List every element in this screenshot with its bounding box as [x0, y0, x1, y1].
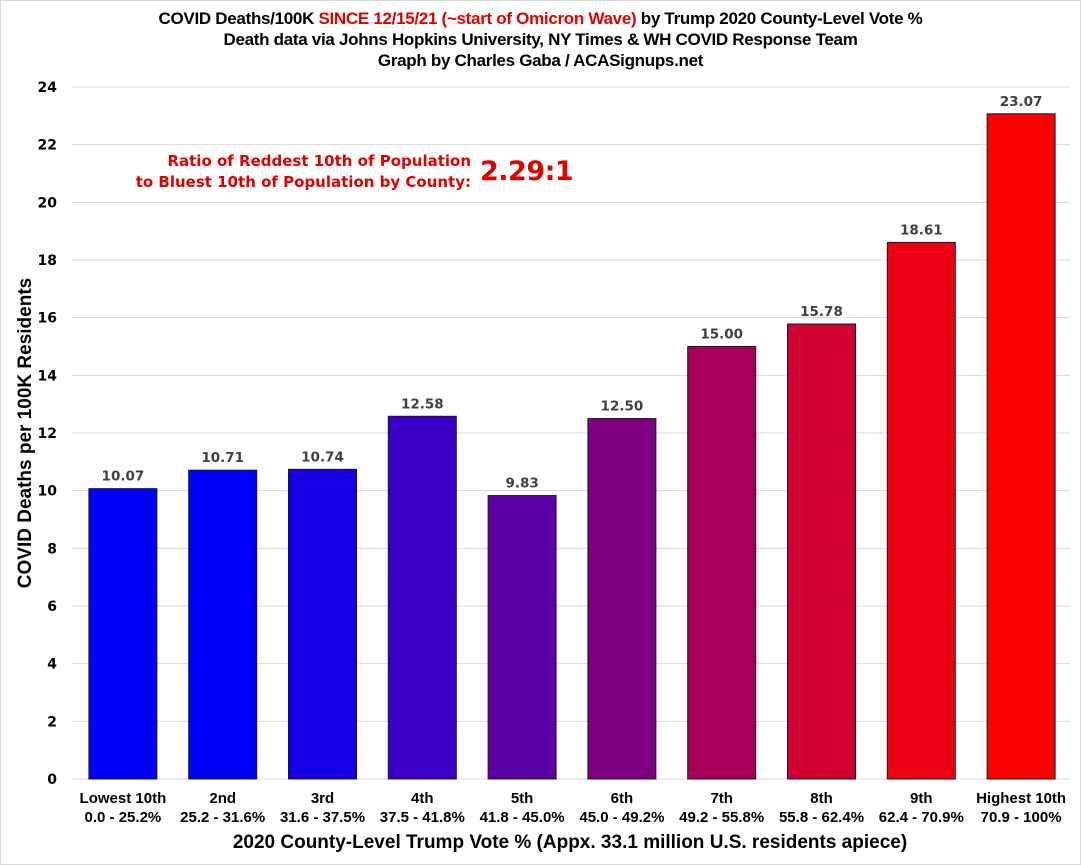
bar — [387, 415, 457, 780]
y-tick-label: 16 — [38, 311, 57, 327]
bar — [587, 418, 657, 780]
y-tick-label: 4 — [47, 657, 57, 673]
y-tick-label: 0 — [47, 772, 57, 788]
data-label: 10.71 — [201, 450, 244, 466]
chart-title-line-3: Graph by Charles Gaba / ACASignups.net — [377, 51, 704, 70]
data-label: 12.50 — [601, 399, 644, 415]
x-category-range: 62.4 - 70.9% — [879, 809, 964, 826]
bar — [487, 495, 557, 780]
title-prefix: COVID Deaths/100K — [158, 9, 319, 28]
bar — [986, 113, 1056, 780]
data-label: 12.58 — [401, 396, 444, 412]
y-tick-label: 14 — [38, 368, 58, 384]
x-category-range: 70.9 - 100% — [981, 809, 1062, 826]
ratio-annotation-line-2: to Bluest 10th of Population by County: — [135, 173, 471, 191]
title-suffix: by Trump 2020 County-Level Vote % — [636, 9, 923, 28]
data-labels: 10.07 10.71 10.74 12.58 9.83 12.50 15.00 15.78 1… — [102, 94, 1043, 492]
y-tick-label: 22 — [38, 138, 57, 154]
x-category-label: 6th — [611, 790, 634, 807]
data-label: 10.74 — [301, 449, 344, 465]
ratio-value: 2.29:1 — [480, 156, 574, 187]
bar — [188, 469, 258, 780]
bar — [687, 346, 757, 780]
chart-title-line-1: COVID Deaths/100K SINCE 12/15/21 (~start… — [0, 9, 1081, 29]
x-category-label: 8th — [810, 790, 833, 807]
x-category-label: 7th — [710, 790, 733, 807]
x-category-label: 4th — [411, 790, 434, 807]
bar — [787, 323, 856, 780]
y-tick-label: 10 — [38, 484, 58, 500]
x-category-range: 45.0 - 49.2% — [579, 809, 664, 826]
y-tick-label: 6 — [47, 599, 57, 615]
y-tick-label: 2 — [47, 714, 57, 730]
chart-title-line-2: Death data via Johns Hopkins University,… — [223, 30, 858, 49]
bar — [288, 468, 357, 780]
y-tick-label: 20 — [38, 195, 58, 211]
data-label: 15.00 — [700, 327, 743, 343]
data-label: 9.83 — [505, 476, 538, 492]
y-tick-label: 12 — [38, 426, 57, 442]
bar — [886, 241, 956, 780]
bars — [88, 113, 1056, 780]
x-category-range: 37.5 - 41.8% — [380, 809, 465, 826]
x-category-label: Lowest 10th — [80, 790, 167, 807]
x-category-labels: Lowest 10th 0.0 - 25.2% 2nd 25.2 - 31.6% 3rd… — [80, 790, 1067, 826]
x-category-range: 41.8 - 45.0% — [480, 809, 565, 826]
x-category-label: 2nd — [209, 790, 236, 807]
x-axis-title: 2020 County-Level Trump Vote % (Appx. 33… — [233, 832, 907, 853]
data-label: 15.78 — [800, 304, 843, 320]
ratio-annotation-line-1: Ratio of Reddest 10th of Population — [167, 152, 471, 170]
x-category-label: 9th — [910, 790, 933, 807]
x-category-range: 0.0 - 25.2% — [85, 809, 162, 826]
y-tick-label: 24 — [38, 80, 58, 96]
y-tick-label: 18 — [38, 253, 57, 269]
y-tick-label: 8 — [47, 541, 57, 557]
x-category-range: 31.6 - 37.5% — [280, 809, 365, 826]
x-category-label: 3rd — [311, 790, 334, 807]
x-category-range: 55.8 - 62.4% — [779, 809, 864, 826]
data-label: 23.07 — [1000, 94, 1043, 110]
data-label: 18.61 — [900, 222, 943, 238]
data-label: 10.07 — [102, 469, 145, 485]
x-category-range: 49.2 - 55.8% — [679, 809, 764, 826]
y-axis-title: COVID Deaths per 100K Residents — [15, 278, 36, 588]
title-highlight: SINCE 12/15/21 (~start of Omicron Wave) — [318, 9, 637, 28]
x-category-range: 25.2 - 31.6% — [180, 809, 265, 826]
bar — [88, 488, 158, 780]
x-category-label: 5th — [511, 790, 534, 807]
x-category-label: Highest 10th — [976, 790, 1066, 807]
